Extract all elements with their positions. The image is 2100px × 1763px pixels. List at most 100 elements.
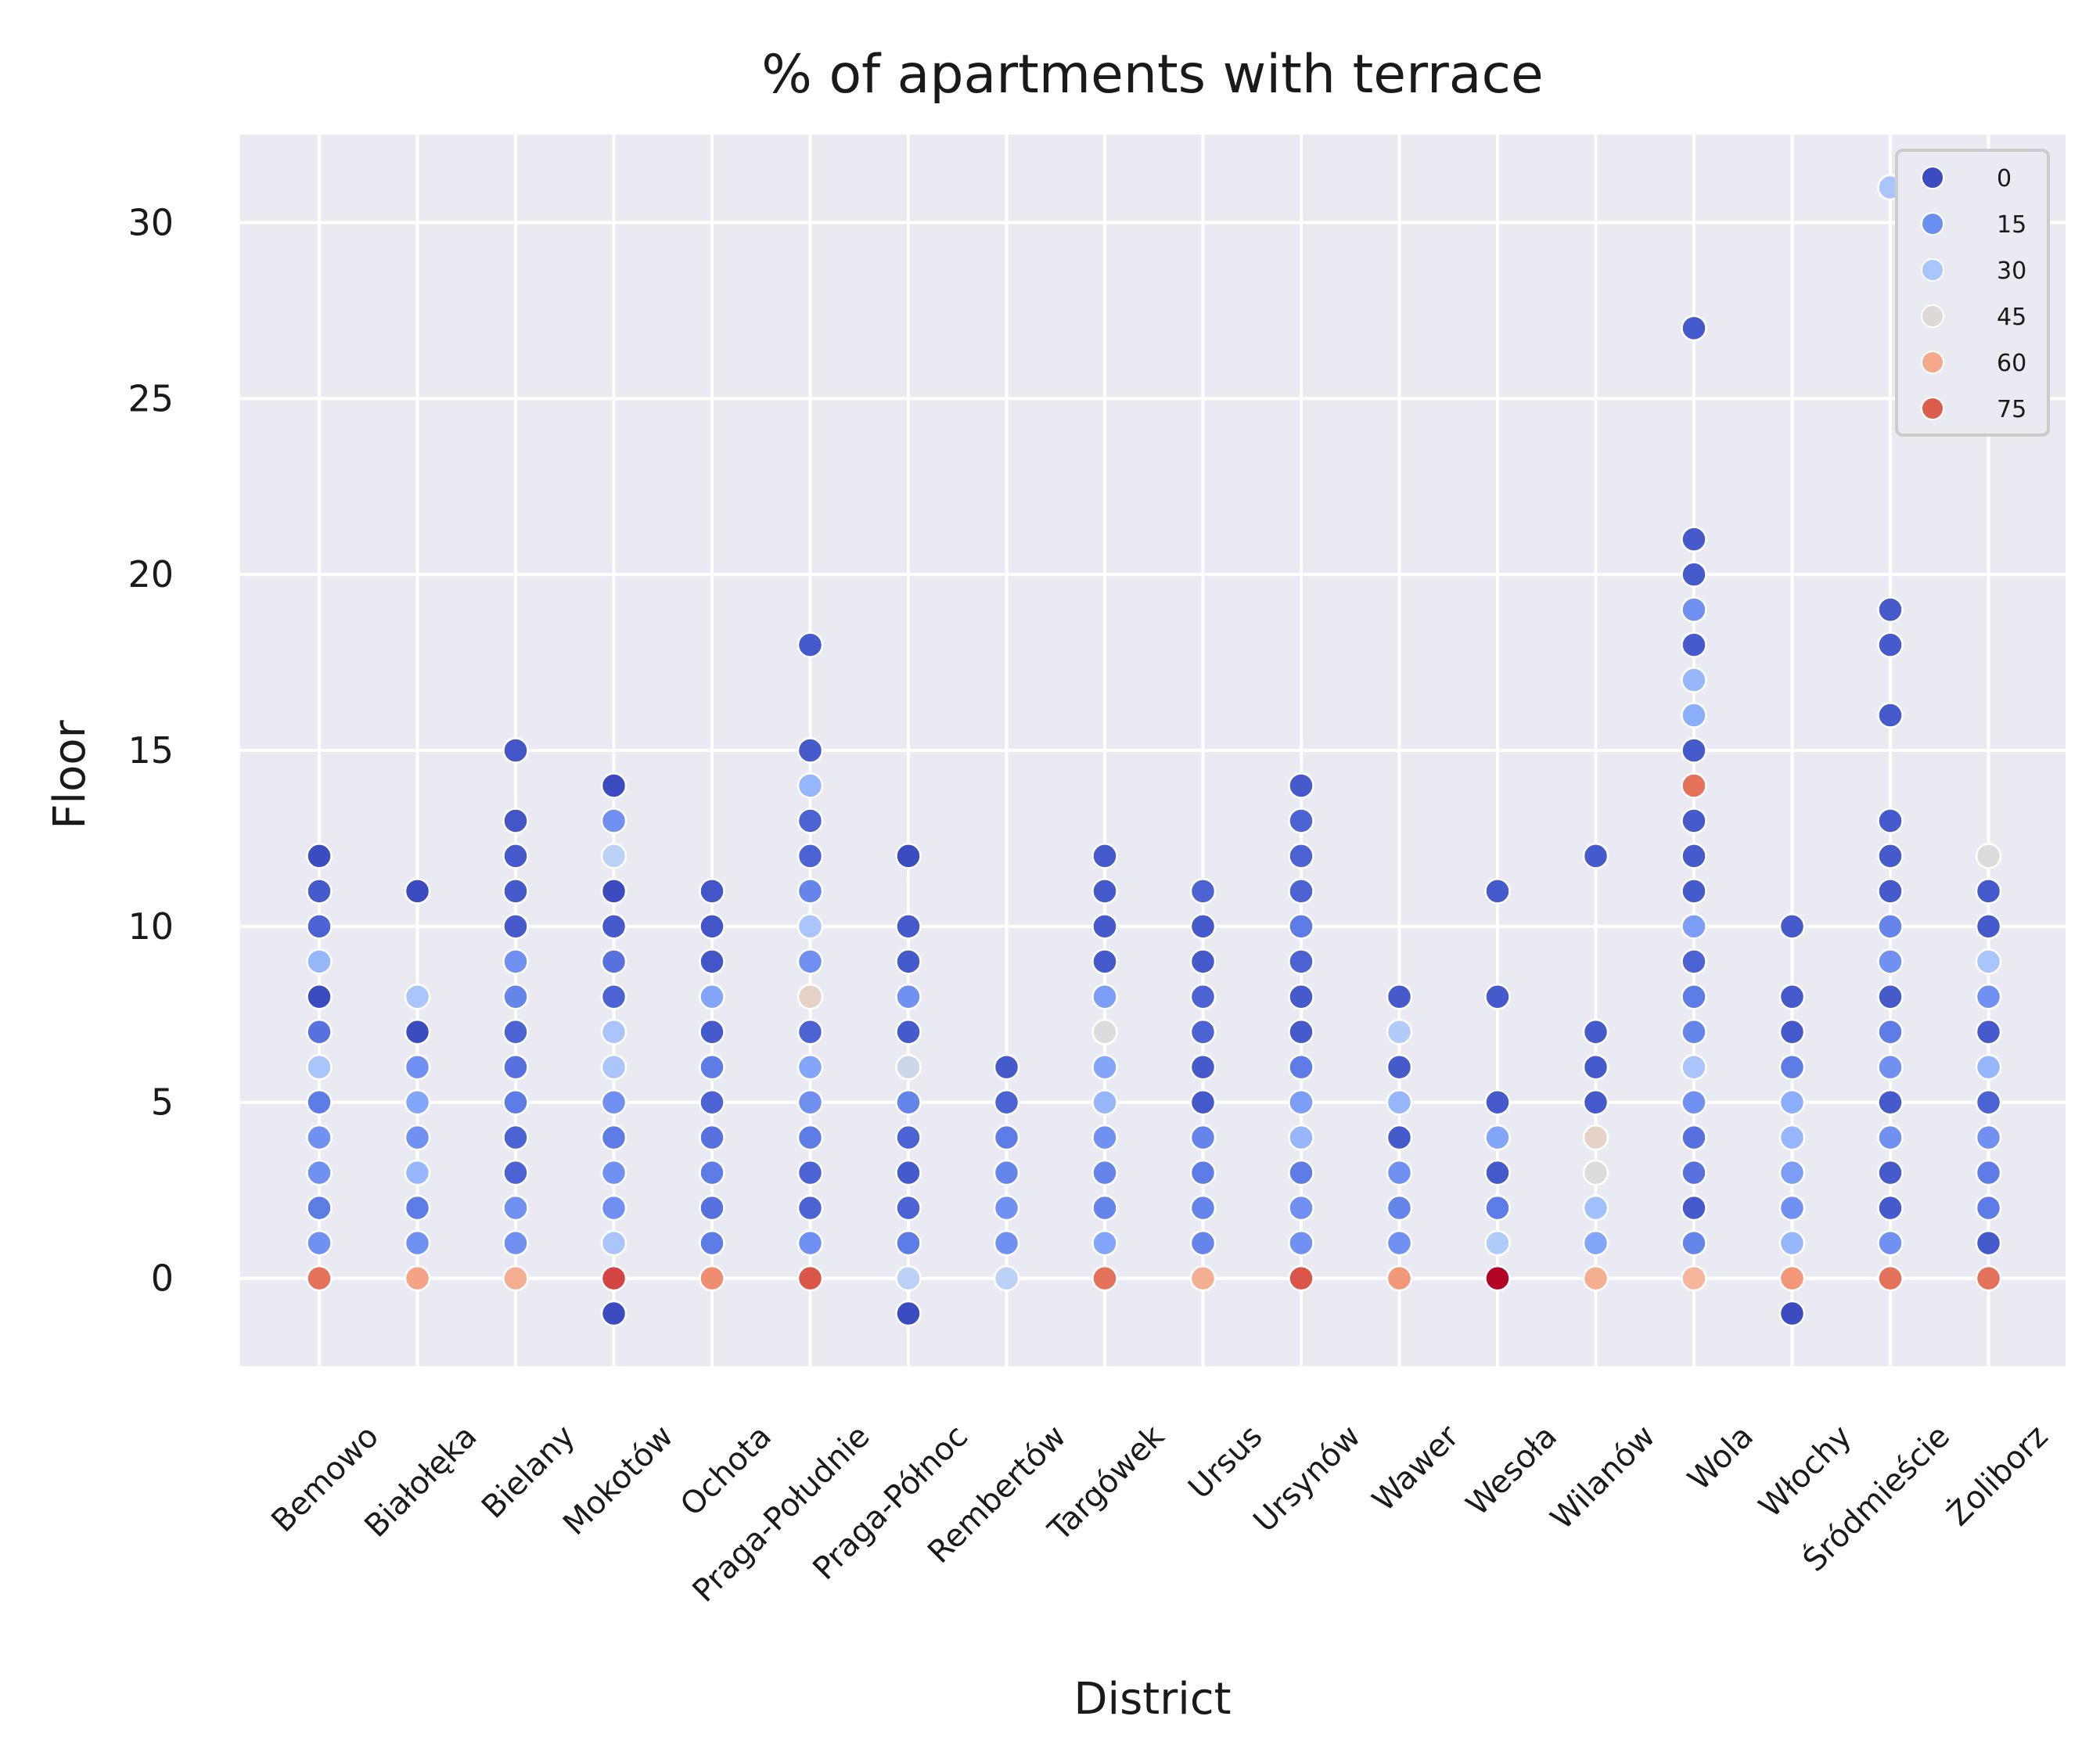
data-point <box>600 1265 627 1292</box>
data-point <box>699 1124 725 1151</box>
data-point <box>600 1124 627 1151</box>
y-tick-label: 10 <box>128 905 174 948</box>
data-point <box>1681 561 1707 588</box>
data-point <box>1386 1159 1413 1186</box>
data-point <box>1975 1088 2002 1116</box>
data-point <box>600 1159 627 1186</box>
legend-label: 45 <box>1997 304 2026 331</box>
data-point <box>306 843 333 869</box>
data-point <box>502 984 529 1010</box>
chart-title: % of apartments with terrace <box>761 44 1543 106</box>
data-point <box>502 1194 529 1222</box>
data-point <box>1778 1265 1806 1292</box>
data-point <box>1778 984 1806 1010</box>
data-point <box>895 1194 922 1222</box>
data-point <box>1681 843 1707 869</box>
data-point <box>1189 948 1217 975</box>
data-point <box>1189 1229 1217 1257</box>
data-point <box>1681 631 1707 658</box>
data-point <box>600 1053 627 1081</box>
legend-label: 0 <box>1997 165 2012 192</box>
data-point <box>1288 772 1314 799</box>
data-point <box>1877 1053 1904 1081</box>
data-point <box>1681 667 1707 693</box>
data-point <box>699 878 725 905</box>
legend-box <box>1895 149 2050 437</box>
data-point <box>796 1229 824 1257</box>
data-point <box>1386 1265 1413 1292</box>
data-point <box>1484 1194 1511 1222</box>
data-point <box>1288 1124 1314 1151</box>
data-point <box>1681 984 1707 1010</box>
data-point <box>1288 984 1314 1010</box>
legend-marker <box>1921 166 1944 189</box>
data-point <box>796 737 824 764</box>
data-point <box>600 1229 627 1257</box>
data-point <box>796 1124 824 1151</box>
data-point <box>306 984 333 1010</box>
data-point <box>1778 1194 1806 1222</box>
data-point <box>796 772 824 799</box>
legend: 0 15 30 45 60 75 <box>1895 149 2050 437</box>
data-point <box>1091 1124 1118 1151</box>
data-point <box>1681 913 1707 940</box>
data-point <box>699 984 725 1010</box>
data-point <box>699 1088 725 1116</box>
data-point <box>502 1124 529 1151</box>
data-point <box>1877 808 1904 834</box>
data-points <box>306 174 2002 1327</box>
data-point <box>1877 948 1904 975</box>
data-point <box>699 913 725 940</box>
data-point <box>1288 808 1314 834</box>
data-point <box>1091 1194 1118 1222</box>
data-point <box>600 1300 627 1327</box>
data-point <box>1877 702 1904 729</box>
data-point <box>502 1159 529 1186</box>
data-point <box>1975 1159 2002 1186</box>
data-point <box>895 984 922 1010</box>
data-point <box>1484 984 1511 1010</box>
data-point <box>502 1019 529 1045</box>
data-point <box>1681 1265 1707 1292</box>
data-point <box>404 1159 431 1186</box>
data-point <box>1778 1124 1806 1151</box>
y-tick-labels: 0 5 10 15 20 25 30 <box>128 201 174 1299</box>
data-point <box>306 1088 333 1116</box>
data-point <box>404 1088 431 1116</box>
data-point <box>1877 631 1904 658</box>
legend-marker <box>1921 351 1944 374</box>
data-point <box>796 1265 824 1292</box>
data-point <box>1189 984 1217 1010</box>
data-point <box>600 808 627 834</box>
data-point <box>600 1088 627 1116</box>
data-point <box>1778 1019 1806 1045</box>
data-point <box>699 1194 725 1222</box>
legend-label: 15 <box>1997 211 2026 239</box>
data-point <box>1189 1194 1217 1222</box>
data-point <box>1386 1019 1413 1045</box>
data-point <box>600 772 627 799</box>
data-point <box>1189 1088 1217 1116</box>
data-point <box>1877 1159 1904 1186</box>
data-point <box>993 1229 1020 1257</box>
data-point <box>502 1053 529 1081</box>
data-point <box>1582 1019 1609 1045</box>
data-point <box>993 1159 1020 1186</box>
legend-label: 30 <box>1997 257 2026 285</box>
data-point <box>1189 913 1217 940</box>
legend-marker <box>1921 304 1944 328</box>
data-point <box>1877 1088 1904 1116</box>
data-point <box>1582 1124 1609 1151</box>
data-point <box>1386 1088 1413 1116</box>
data-point <box>1975 1265 2002 1292</box>
data-point <box>796 878 824 905</box>
legend-label: 60 <box>1997 350 2026 377</box>
data-point <box>699 1159 725 1186</box>
data-point <box>796 948 824 975</box>
data-point <box>1386 1229 1413 1257</box>
data-point <box>895 1159 922 1186</box>
data-point <box>1091 1229 1118 1257</box>
data-point <box>404 878 431 905</box>
data-point <box>993 1124 1020 1151</box>
legend-marker <box>1921 258 1944 282</box>
